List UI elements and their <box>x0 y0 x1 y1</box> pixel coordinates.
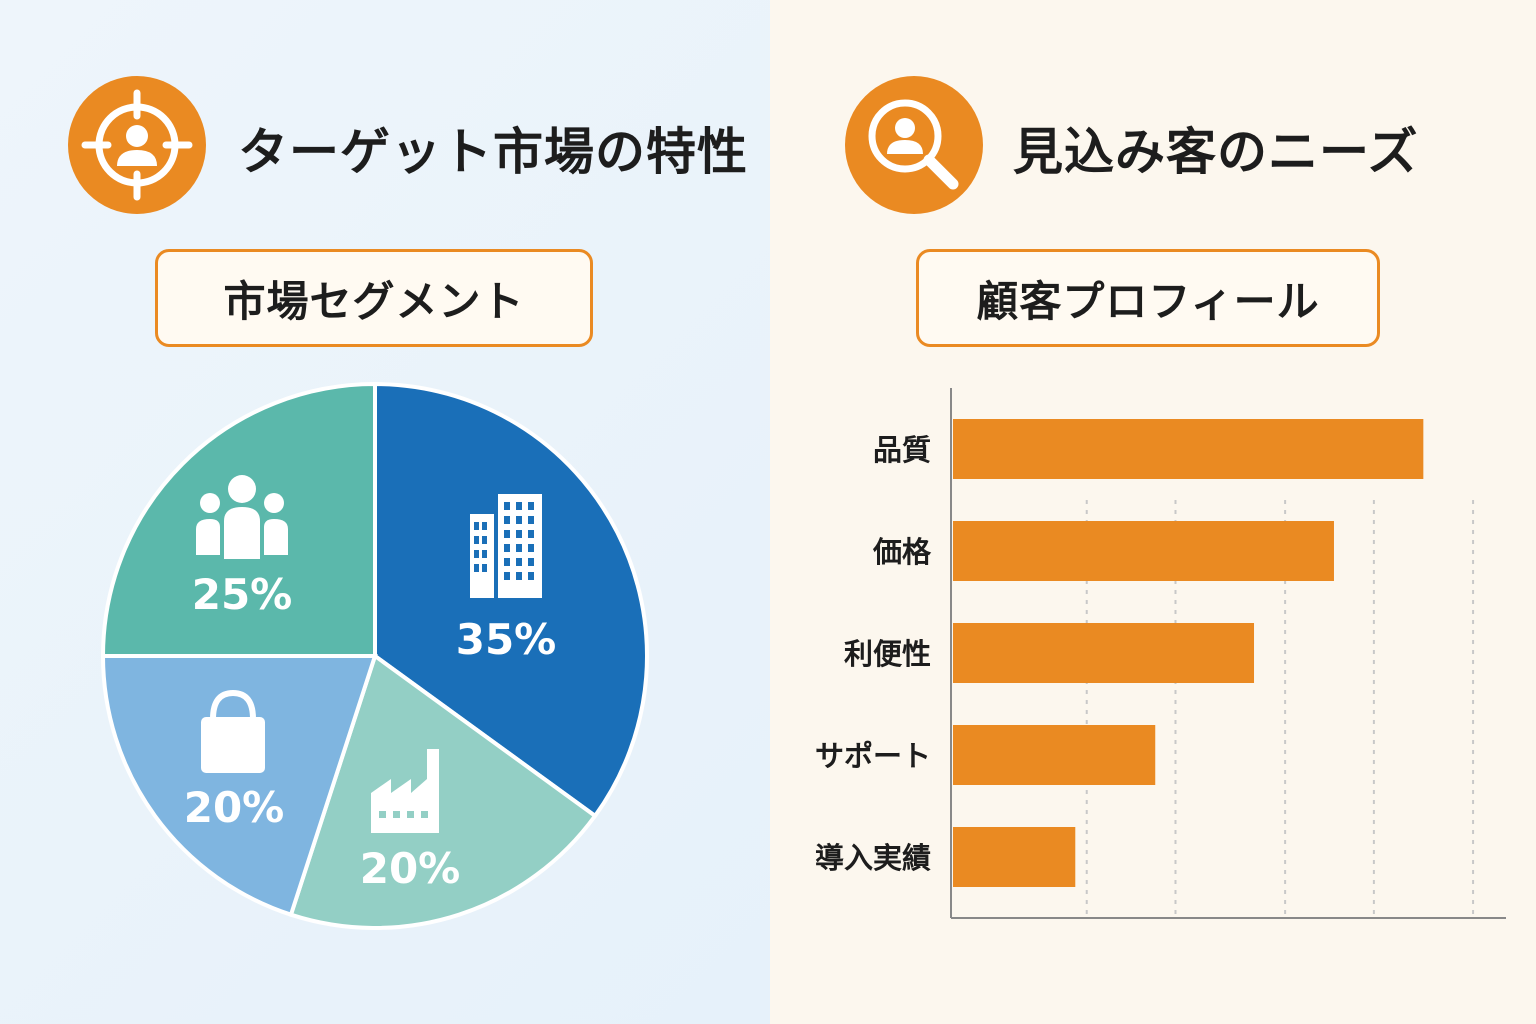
bar <box>953 419 1424 479</box>
target-person-icon <box>68 76 206 214</box>
bar-category-label: サポート <box>815 739 931 773</box>
pie-slice <box>100 654 378 918</box>
right-title: 見込み客のニーズ <box>1013 123 1419 181</box>
bar <box>953 521 1334 581</box>
bar-category-label: 導入実績 <box>815 841 931 875</box>
bar <box>953 827 1076 887</box>
building-icon <box>470 494 542 598</box>
pie-slice-label: 20% <box>184 783 285 832</box>
bar <box>953 725 1156 785</box>
magnifier-person-icon <box>845 76 983 214</box>
pie-slice <box>373 381 649 819</box>
factory-icon <box>371 749 439 833</box>
shopping-bag-icon <box>201 689 265 773</box>
bar <box>953 623 1255 683</box>
people-group-icon <box>196 475 288 559</box>
bar-category-label: 価格 <box>872 535 932 569</box>
bar-category-label: 利便性 <box>844 637 931 671</box>
pie-slice <box>288 652 598 930</box>
left-panel: ターゲット市場の特性 市場セグメント 35% 20% 20% 25% <box>0 0 770 1024</box>
right-panel: 見込み客のニーズ 顧客プロフィール 品質価格利便性サポート導入実績 <box>770 0 1536 1024</box>
pie-slice-label: 25% <box>192 570 293 619</box>
left-title: ターゲット市場の特性 <box>238 123 748 181</box>
pie-slice-label: 20% <box>360 844 461 893</box>
market-segment-subtitle: 市場セグメント <box>155 249 593 347</box>
pie-slice-label: 35% <box>456 615 557 664</box>
customer-profile-subtitle: 顧客プロフィール <box>916 249 1380 347</box>
market-segment-pie-chart: 35% 20% 20% 25% <box>100 381 649 930</box>
bar-category-label: 品質 <box>873 433 931 467</box>
